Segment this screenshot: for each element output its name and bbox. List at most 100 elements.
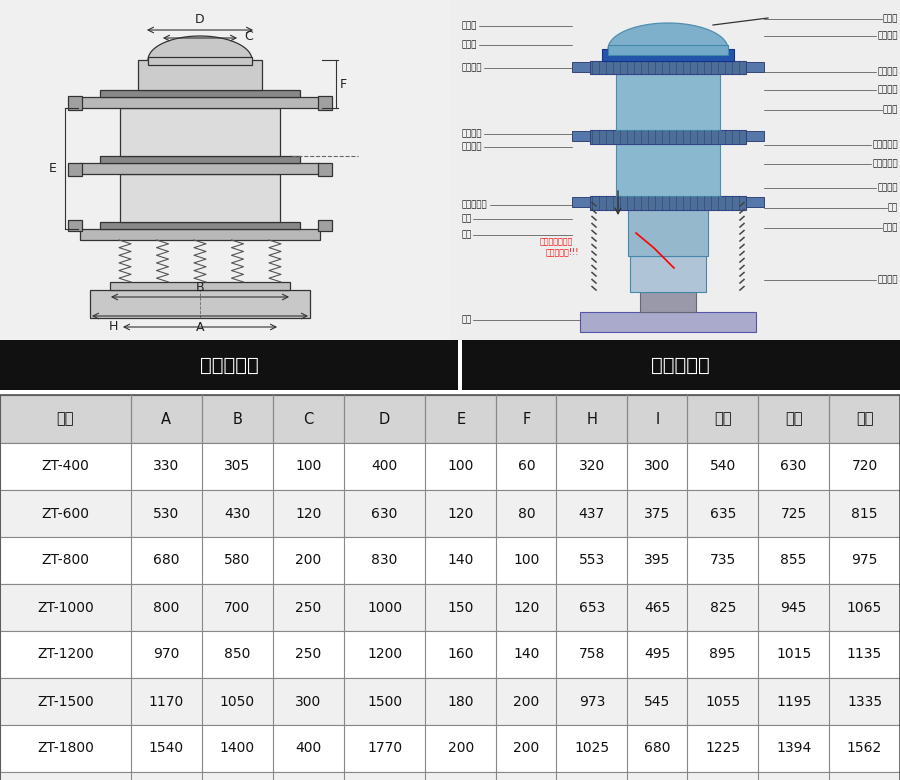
Bar (590, 196, 746, 210)
Text: H: H (109, 321, 118, 334)
Text: 975: 975 (851, 554, 878, 568)
Text: 1335: 1335 (847, 694, 882, 708)
Text: 1000: 1000 (367, 601, 402, 615)
Text: 绕外重锤板: 绕外重锤板 (872, 159, 898, 168)
Bar (0, 678, 900, 725)
Text: 553: 553 (579, 554, 605, 568)
Text: 一般结构图: 一般结构图 (651, 356, 709, 374)
Bar (640, 292, 696, 312)
Text: C: C (244, 30, 253, 44)
Bar (572, 197, 590, 207)
Bar (746, 62, 764, 72)
Text: 630: 630 (780, 459, 806, 473)
Text: 700: 700 (224, 601, 250, 615)
Text: 495: 495 (644, 647, 670, 661)
Text: A: A (196, 321, 204, 334)
Bar (0, 395, 900, 443)
Bar (0, 772, 900, 780)
Text: 815: 815 (851, 506, 878, 520)
Text: 437: 437 (579, 506, 605, 520)
Text: 束环: 束环 (462, 215, 472, 224)
Text: 895: 895 (709, 647, 736, 661)
Text: F: F (340, 77, 347, 90)
Text: B: B (232, 412, 242, 427)
Text: E: E (456, 412, 465, 427)
Text: 1200: 1200 (367, 647, 402, 661)
Text: 200: 200 (295, 554, 321, 568)
Text: 1225: 1225 (706, 742, 741, 756)
Text: 200: 200 (513, 694, 539, 708)
Text: 防尘盖: 防尘盖 (462, 22, 477, 30)
Text: 250: 250 (295, 647, 321, 661)
Text: 305: 305 (224, 459, 250, 473)
Text: 300: 300 (644, 459, 670, 473)
Text: 395: 395 (644, 554, 670, 568)
Text: 720: 720 (851, 459, 878, 473)
Text: 1500: 1500 (367, 694, 402, 708)
Bar (68, 96, 82, 110)
Text: 653: 653 (579, 601, 605, 615)
Bar (68, 163, 82, 176)
Text: 100: 100 (513, 554, 540, 568)
Text: 振体: 振体 (887, 204, 898, 212)
Bar (572, 131, 590, 141)
Bar (148, 57, 252, 65)
Text: 上部重锤: 上部重锤 (878, 183, 898, 193)
Text: 1015: 1015 (776, 647, 811, 661)
Text: ZT-400: ZT-400 (41, 459, 89, 473)
Text: 1400: 1400 (220, 742, 255, 756)
Text: A: A (161, 412, 171, 427)
Bar (100, 156, 300, 163)
Text: 725: 725 (780, 506, 806, 520)
Bar (608, 45, 728, 55)
Text: 300: 300 (295, 694, 321, 708)
Bar (616, 144, 720, 196)
Text: 320: 320 (579, 459, 605, 473)
Text: 1055: 1055 (706, 694, 741, 708)
Bar (138, 60, 262, 90)
Text: 855: 855 (780, 554, 806, 568)
Text: B: B (195, 281, 204, 294)
Bar (628, 210, 708, 256)
Text: 850: 850 (224, 647, 250, 661)
Text: 辅助筛网: 辅助筛网 (878, 68, 898, 76)
Text: 545: 545 (644, 694, 670, 708)
Text: 进料口: 进料口 (883, 15, 898, 23)
Text: 150: 150 (447, 601, 474, 615)
Bar (80, 163, 320, 174)
Text: ZT-1500: ZT-1500 (37, 694, 94, 708)
Bar (0, 725, 900, 772)
Text: 735: 735 (709, 554, 736, 568)
Bar (462, 340, 900, 390)
Text: 758: 758 (579, 647, 605, 661)
Text: ZT-1200: ZT-1200 (37, 647, 94, 661)
Text: 100: 100 (295, 459, 321, 473)
Text: D: D (195, 13, 205, 26)
Text: 120: 120 (513, 601, 540, 615)
Text: 830: 830 (372, 554, 398, 568)
Bar (80, 229, 320, 240)
Bar (458, 340, 462, 390)
Bar (630, 256, 706, 292)
Text: 120: 120 (295, 506, 321, 520)
Text: 120: 120 (447, 506, 474, 520)
Text: 底部框架: 底部框架 (462, 143, 482, 151)
Bar (0, 340, 458, 390)
Text: 筛网法兰: 筛网法兰 (878, 86, 898, 94)
Bar (90, 290, 310, 318)
Text: 375: 375 (644, 506, 670, 520)
Text: 200: 200 (513, 742, 539, 756)
Text: 680: 680 (153, 554, 180, 568)
Text: 140: 140 (447, 554, 474, 568)
Text: 1025: 1025 (574, 742, 609, 756)
Text: 160: 160 (447, 647, 474, 661)
Text: 外形尺寸图: 外形尺寸图 (200, 356, 258, 374)
Bar (110, 282, 290, 290)
Text: 1195: 1195 (776, 694, 811, 708)
Bar (572, 62, 590, 72)
Text: 1540: 1540 (148, 742, 184, 756)
Text: 635: 635 (709, 506, 736, 520)
Bar (68, 220, 82, 231)
Text: 一层: 一层 (714, 412, 732, 427)
Text: 弹簧: 弹簧 (462, 231, 472, 239)
